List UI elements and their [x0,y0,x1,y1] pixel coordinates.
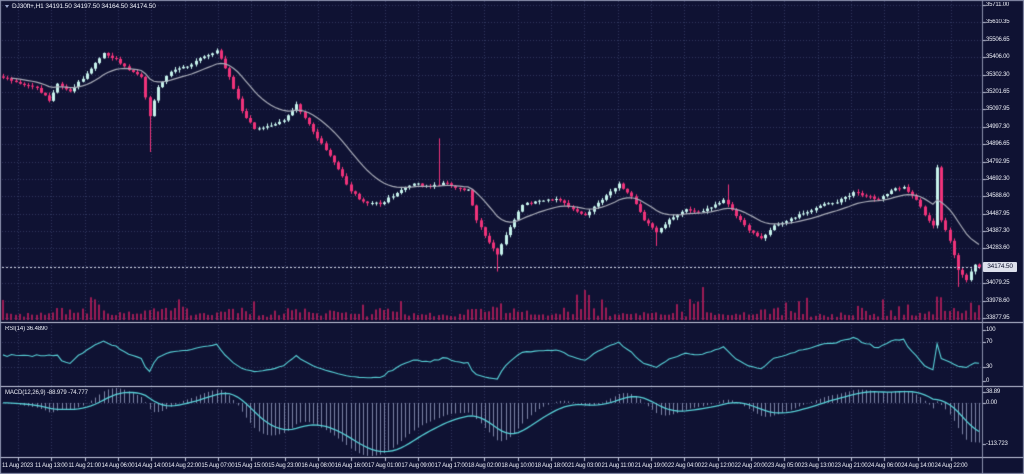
symbol-ohlc-title: DJ30ft+,H1 34191.50 34197.50 34164.50 34… [12,3,156,10]
time-axis-label: 18 Aug 10:00 [501,463,535,469]
macd-axis-label: -113.723 [986,440,1008,447]
price-axis-label: 34588.60 [986,193,1010,200]
chart-title: DJ30ft+,H1 34191.50 34197.50 34164.50 34… [5,3,156,10]
rsi-axis-label: 0 [986,378,990,384]
price-axis-label: 35711.00 [986,2,1009,8]
price-axis-label: 35097.95 [986,106,1010,113]
time-axis-label: 21 Aug 03:00 [567,463,601,469]
time-axis-label: 23 Aug 13:00 [801,463,835,469]
time-axis-label: 15 Aug 23:00 [268,463,302,469]
time-axis-label: 14 Aug 14:00 [134,463,168,469]
rsi-axis-label: 100 [986,327,996,333]
time-axis-label: 17 Aug 17:00 [434,463,468,469]
price-axis-label: 34792.95 [986,158,1010,165]
time-axis-label: 24 Aug 22:00 [934,463,968,469]
time-axis-label: 21 Aug 11:00 [601,463,635,469]
price-axis-label: 35610.35 [986,19,1010,26]
time-axis-label: 14 Aug 06:00 [101,463,135,469]
time-axis-label: 22 Aug 12:00 [701,463,735,469]
price-axis-label: 34079.25 [986,280,1010,287]
price-axis-label: 34283.60 [986,245,1010,252]
time-axis-label: 18 Aug 18:00 [534,463,568,469]
rsi-indicator-label: RSI(14) 36.4890 [5,326,48,332]
time-axis-label: 11 Aug 21:00 [68,463,101,469]
price-axis-label: 35506.65 [986,36,1010,43]
time-axis-label: 15 Aug 15:00 [234,463,268,469]
price-axis-label: 33877.95 [986,315,1010,321]
time-axis-label: 14 Aug 22:00 [168,463,202,469]
price-axis-label: 35201.65 [986,88,1010,95]
time-axis-label: 24 Aug 14:00 [901,463,935,469]
time-axis-label: 16 Aug 08:00 [301,463,335,469]
time-axis-label: 17 Aug 01:00 [368,463,401,469]
time-axis-label: 16 Aug 16:00 [334,463,368,469]
time-axis-label: 17 Aug 09:00 [401,463,435,469]
time-axis-label: 15 Aug 07:00 [201,463,235,469]
price-axis-label: 34896.65 [986,141,1010,148]
rsi-axis-label: 70 [986,339,993,346]
time-axis-label: 21 Aug 19:00 [634,463,668,469]
time-axis-label: 24 Aug 06:00 [867,463,901,469]
time-axis-label: 22 Aug 20:00 [734,463,768,469]
price-axis-label: 35406.00 [986,54,1010,61]
macd-axis-label: 38.89 [986,389,1001,395]
current-price-tag: 34174.50 [983,262,1017,272]
time-axis-label: 11 Aug 13:00 [35,463,68,469]
time-axis-label: 23 Aug 05:00 [767,463,801,469]
price-axis-label: 34387.30 [986,228,1010,235]
time-axis-label: 23 Aug 21:00 [834,463,868,469]
price-axis-label: 35302.30 [986,71,1010,78]
symbol-dropdown-icon[interactable] [5,5,9,8]
time-axis-label: 11 Aug 2023 [2,463,34,469]
macd-indicator-label: MACD(12,26,9) -88.979 -74.777 [5,390,88,396]
price-axis-label: 34487.95 [986,210,1010,217]
price-axis-label: 33978.60 [986,297,1010,304]
price-axis-label: 34692.30 [986,175,1010,182]
rsi-axis-label: 30 [986,363,993,370]
time-axis-label: 22 Aug 04:00 [667,463,701,469]
macd-axis-label: 0.00 [986,399,997,406]
time-axis-label: 18 Aug 02:00 [467,463,501,469]
price-axis-label: 34997.30 [986,123,1010,130]
